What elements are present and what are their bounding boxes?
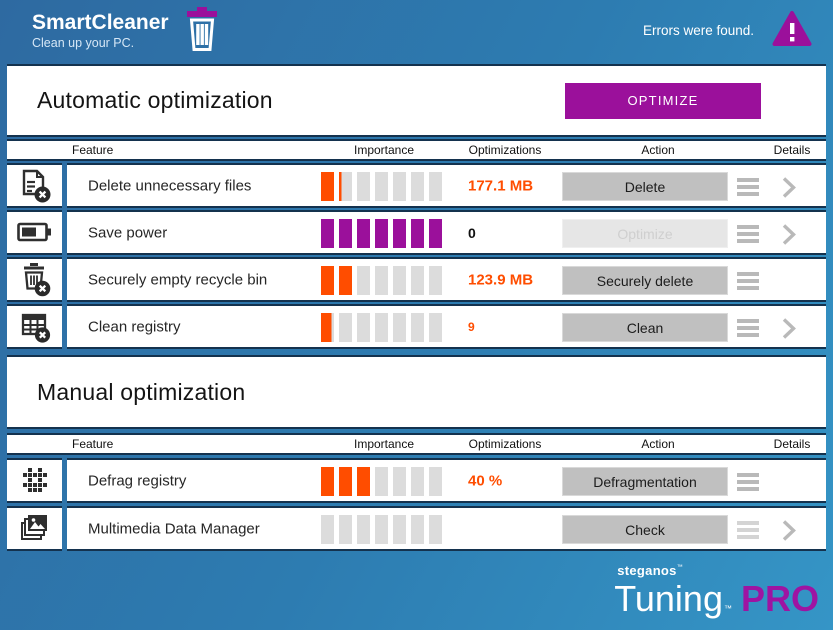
feature-icon-cell [7, 304, 62, 349]
column-header-importance: Importance [353, 437, 415, 451]
feature-label: Delete unnecessary files [88, 177, 252, 194]
column-header-feature: Feature [72, 437, 114, 451]
steganos-tuning-pro-logo: steganos™ Tuning ™ PRO [614, 562, 819, 620]
automatic-section-header: Automatic optimization OPTIMIZE [7, 64, 826, 137]
defragmentation-button[interactable]: Defragmentation [562, 467, 728, 496]
table-row: Delete unnecessary files 177.1 MB Delete [7, 163, 826, 208]
row-main[interactable]: Save power 0 Optimize [67, 210, 826, 255]
feature-label: Securely empty recycle bin [88, 271, 268, 288]
feature-label: Save power [88, 224, 168, 241]
importance-bars [321, 219, 442, 248]
delete-files-icon [22, 169, 51, 203]
menu-icon[interactable] [737, 319, 759, 337]
feature-icon-cell [7, 257, 62, 302]
column-header-action: Action [641, 437, 675, 451]
feature-label: Defrag registry [88, 472, 187, 489]
table-header-manual: Feature Importance Optimizations Action … [7, 433, 826, 455]
optimizations-value: 123.9 MB [468, 271, 534, 288]
feature-icon-cell [7, 163, 62, 208]
table-row: Clean registry 9 Clean [7, 304, 826, 349]
topbar: SmartCleaner Clean up your PC. Errors we… [0, 0, 833, 61]
details-chevron-icon[interactable] [780, 223, 797, 251]
importance-bars [321, 313, 442, 342]
importance-bars [321, 266, 442, 295]
optimizations-value: 40 % [468, 472, 503, 489]
feature-icon-cell [7, 210, 62, 255]
app-title: SmartCleaner [32, 10, 169, 34]
check-button[interactable]: Check [562, 515, 728, 544]
row-main[interactable]: Clean registry 9 Clean [67, 304, 826, 349]
defrag-icon [22, 467, 47, 492]
table-row: Multimedia Data Manager Check [7, 506, 826, 551]
row-main[interactable]: Defrag registry 40 % Defragmentation [67, 458, 826, 503]
trash-can-icon [185, 6, 219, 57]
table-header-automatic: Feature Importance Optimizations Action … [7, 139, 826, 161]
optimizations-value: 177.1 MB [468, 177, 534, 194]
feature-icon-cell [7, 458, 62, 503]
column-header-action: Action [641, 143, 675, 157]
recycle-bin-delete-icon [24, 263, 51, 297]
status-area: Errors were found. [643, 10, 812, 52]
column-header-details: Details [773, 143, 811, 157]
row-main[interactable]: Securely empty recycle bin 123.9 MB Secu… [67, 257, 826, 302]
section-title-manual: Manual optimization [37, 378, 246, 405]
optimizations-value: 9 [468, 319, 475, 334]
menu-icon[interactable] [737, 521, 759, 539]
column-header-importance: Importance [353, 143, 415, 157]
battery-icon [17, 222, 51, 242]
optimize-button[interactable]: OPTIMIZE [565, 82, 761, 119]
details-chevron-icon[interactable] [780, 519, 797, 547]
feature-label: Multimedia Data Manager [88, 520, 260, 537]
column-header-details: Details [773, 437, 811, 451]
column-header-optimizations: Optimizations [468, 437, 542, 451]
importance-bars [321, 515, 442, 544]
details-chevron-icon[interactable] [780, 317, 797, 345]
menu-icon[interactable] [737, 473, 759, 491]
brand-tuning: Tuning [614, 578, 723, 619]
table-row: Securely empty recycle bin 123.9 MB Secu… [7, 257, 826, 302]
row-main[interactable]: Multimedia Data Manager Check [67, 506, 826, 551]
table-row: Save power 0 Optimize [7, 210, 826, 255]
registry-delete-icon [21, 313, 51, 343]
manual-section-header: Manual optimization [7, 355, 826, 429]
column-header-feature: Feature [72, 143, 114, 157]
importance-bars [321, 172, 442, 201]
feature-icon-cell [7, 506, 62, 551]
app-subtitle: Clean up your PC. [32, 36, 135, 51]
importance-bars [321, 467, 442, 496]
brand-steganos: steganos [617, 563, 677, 578]
multimedia-icon [21, 515, 47, 540]
brand-pro-badge: PRO [740, 578, 819, 619]
feature-label: Clean registry [88, 318, 181, 335]
table-row: Defrag registry 40 % Defragmentation [7, 458, 826, 503]
optimizations-value: 0 [468, 224, 476, 241]
section-title-automatic: Automatic optimization [37, 87, 273, 113]
delete-button[interactable]: Delete [562, 172, 728, 201]
warning-triangle-icon [772, 10, 812, 52]
menu-icon[interactable] [737, 178, 759, 196]
trademark-mark: ™ [676, 564, 683, 571]
status-message: Errors were found. [642, 23, 754, 38]
trademark-mark: ™ [723, 604, 732, 613]
clean-button[interactable]: Clean [562, 313, 728, 342]
menu-icon[interactable] [737, 225, 759, 243]
column-header-optimizations: Optimizations [468, 143, 542, 157]
app-brand: SmartCleaner Clean up your PC. [32, 11, 169, 50]
menu-icon[interactable] [737, 272, 759, 290]
details-chevron-icon[interactable] [780, 176, 797, 204]
row-main[interactable]: Delete unnecessary files 177.1 MB Delete [67, 163, 826, 208]
optimize-row-button[interactable]: Optimize [562, 219, 728, 248]
securely-delete-button[interactable]: Securely delete [562, 266, 728, 295]
